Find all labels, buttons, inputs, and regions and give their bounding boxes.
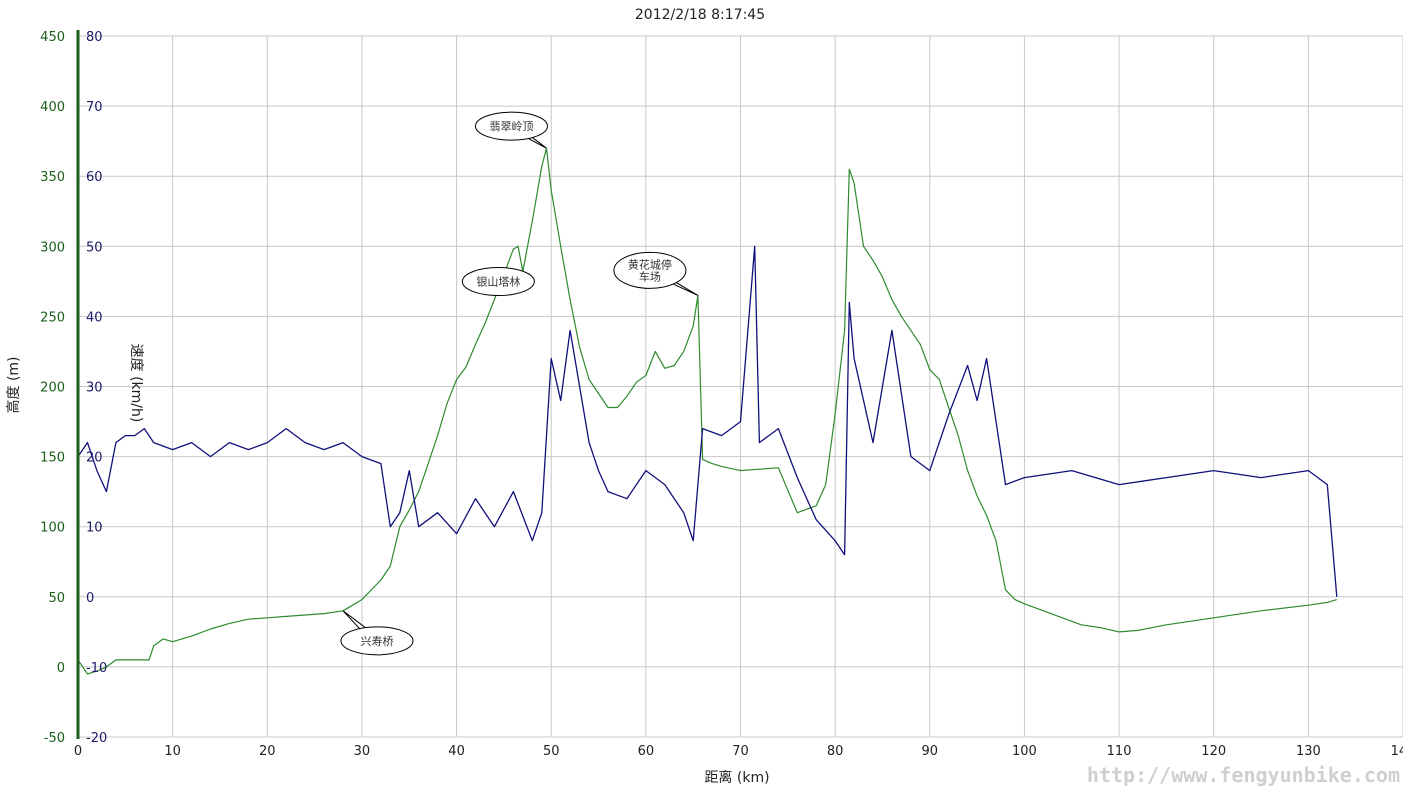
x-tick-label: 80 [827, 744, 844, 759]
y-axis-title-speed: 速度 (km/h) [128, 344, 144, 423]
y-tick-label-speed: 60 [86, 170, 103, 185]
x-tick-label: 0 [74, 744, 82, 759]
callout-label: 黄花城停 [628, 257, 672, 271]
x-tick-label: 140 [1391, 744, 1403, 759]
y-tick-label-speed: 10 [86, 521, 103, 536]
grid [78, 35, 1403, 738]
y-tick-label-altitude: 200 [40, 381, 65, 396]
y-tick-label-altitude: 150 [40, 451, 65, 466]
x-tick-label: 90 [922, 744, 939, 759]
callout-label: 兴寿桥 [361, 634, 394, 648]
y-tick-label-altitude: -50 [44, 731, 65, 746]
y-tick-label-altitude: 300 [40, 240, 65, 255]
y-tick-label-speed: 40 [86, 310, 103, 325]
y-tick-label-altitude: 450 [40, 30, 65, 45]
y-tick-label-speed: 20 [86, 451, 103, 466]
callout-label: 车场 [639, 269, 661, 283]
y-tick-label-altitude: 400 [40, 100, 65, 115]
callout-label: 银山塔林 [476, 275, 520, 289]
x-tick-label: 60 [638, 744, 655, 759]
y-tick-label-speed: -10 [86, 661, 107, 676]
x-tick-label: 130 [1296, 744, 1321, 759]
x-tick-label: 110 [1107, 744, 1132, 759]
series-layer [77, 147, 1338, 675]
chart-title: 2012/2/18 8:17:45 [635, 7, 765, 23]
axes: 0102030405060708090100110120130140-50050… [40, 30, 1403, 759]
speed-line [77, 245, 1338, 597]
x-tick-label: 30 [354, 744, 371, 759]
y-tick-label-altitude: 0 [57, 661, 65, 676]
x-axis-title: 距离 (km) [704, 769, 769, 786]
callout-bubble [474, 111, 548, 141]
altitude-line [77, 147, 1337, 675]
y-tick-label-speed: -20 [86, 731, 107, 746]
x-tick-label: 40 [448, 744, 465, 759]
callout-label: 翡翠岭顶 [489, 119, 533, 133]
callout: 翡翠岭顶 [474, 111, 548, 149]
x-tick-label: 10 [164, 744, 181, 759]
callout-bubble [340, 626, 414, 656]
x-tick-label: 120 [1201, 744, 1226, 759]
x-tick-label: 50 [543, 744, 560, 759]
y-axis-title-altitude: 高度 (m) [5, 356, 22, 413]
y-tick-label-altitude: 50 [48, 591, 65, 606]
x-tick-label: 70 [732, 744, 749, 759]
y-tick-label-speed: 50 [86, 240, 103, 255]
x-tick-label: 20 [259, 744, 276, 759]
callout: 兴寿桥 [340, 610, 414, 656]
y-tick-label-altitude: 350 [40, 170, 65, 185]
y-tick-label-speed: 80 [86, 30, 103, 45]
watermark: http://www.fengyunbike.com [1087, 763, 1400, 787]
y-tick-label-speed: 30 [86, 381, 103, 396]
y-tick-label-speed: 70 [86, 100, 103, 115]
callout: 银山塔林 [461, 267, 535, 297]
y-tick-label-altitude: 250 [40, 310, 65, 325]
y-tick-label-speed: 0 [86, 591, 94, 606]
x-tick-label: 100 [1012, 744, 1037, 759]
callout-bubble [613, 251, 687, 289]
callout-bubble [461, 267, 535, 297]
y-tick-label-altitude: 100 [40, 521, 65, 536]
